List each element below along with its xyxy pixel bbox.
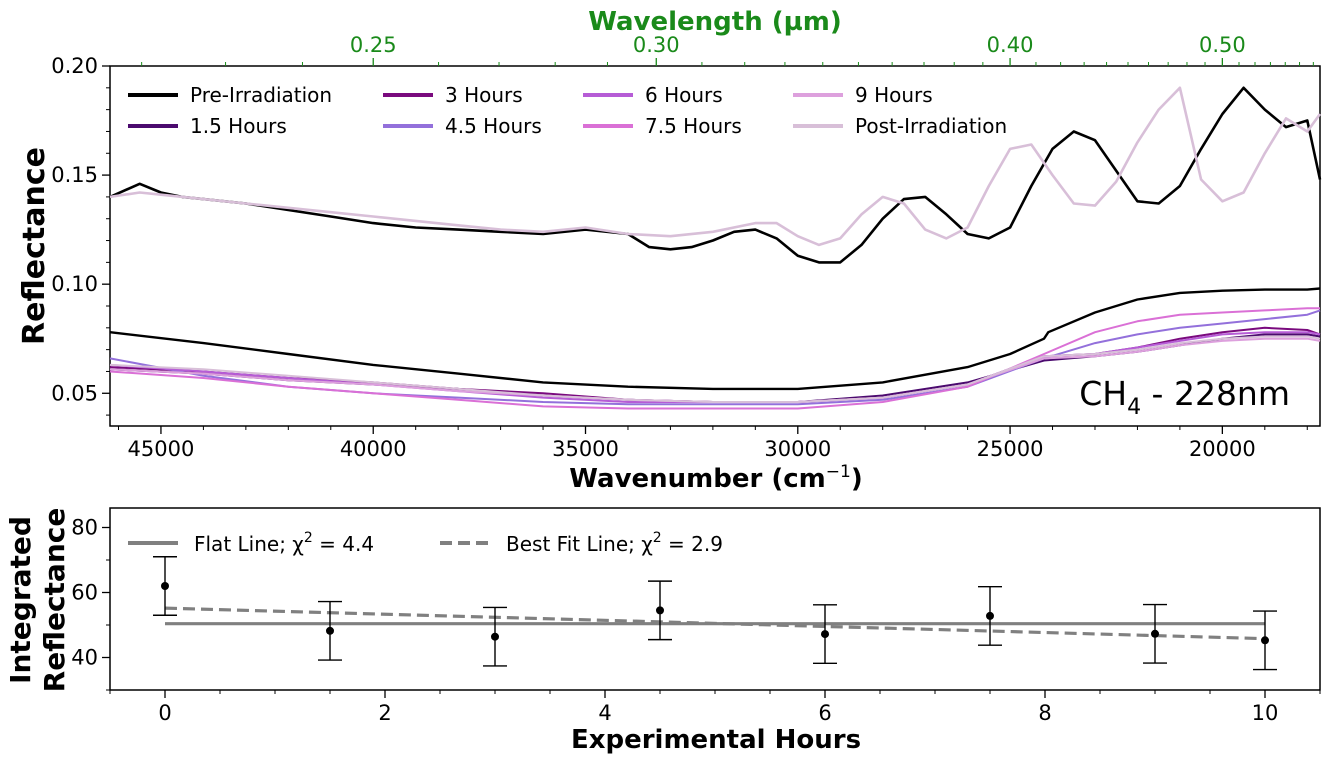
fit-lines	[164, 606, 1266, 641]
reflectance-ticks: 0.05 0.10 0.15 0.20	[51, 54, 110, 416]
wavenumber-tick-label: 20000	[1189, 437, 1256, 461]
hours-tick-label: 10	[1252, 701, 1279, 725]
hours-tick-label: 0	[158, 701, 171, 725]
hours-tick-label: 6	[818, 701, 831, 725]
curve-pre-irradiation	[109, 287, 1321, 391]
curve-7.5-hours	[109, 307, 1320, 410]
hours-tick-label: 2	[378, 701, 391, 725]
wavenumber-ticks: 45000 40000 35000 30000 25000 20000	[117, 426, 1308, 461]
legend-label: 6 Hours	[645, 83, 723, 107]
wavenumber-tick-label: 35000	[552, 437, 619, 461]
reflectance-tick-label: 0.10	[51, 272, 98, 296]
curve-1.5-hours	[109, 333, 1321, 403]
reflectance-panel: 45000 40000 35000 30000 25000 20000 0.050.100…	[17, 7, 1322, 494]
hours-ticks: 0 2 4 6 8 10	[109, 690, 1321, 725]
data-point	[821, 630, 829, 639]
fit-legend-label: Best Fit Line; χ2 = 2.9	[506, 530, 723, 556]
data-point	[491, 632, 499, 641]
wavelength-axis-label: Wavelength (µm)	[588, 7, 842, 37]
fit-legend: Flat Line; χ2 = 4.4 Best Fit Line; χ2 = 2…	[128, 530, 723, 556]
hours-tick-label: 8	[1038, 701, 1051, 725]
hours-tick-label: 4	[598, 701, 611, 725]
integrated-tick-label: 60	[71, 581, 98, 605]
data-point	[986, 611, 994, 620]
data-point	[656, 606, 664, 615]
reflectance-axis-label: Reflectance	[17, 147, 52, 345]
wavelength-ticks: 0.25 0.30 0.40 0.50	[141, 33, 1314, 66]
data-points	[153, 556, 1277, 671]
reflectance-tick-label: 0.05	[51, 381, 98, 405]
best-fit-line	[164, 606, 1266, 641]
reflectance-legend: Pre-Irradiation 1.5 Hours 3 Hours 4.5 Hours…	[128, 83, 1007, 138]
reflectance-tick-label: 0.15	[51, 163, 98, 187]
hours-axis-label: Experimental Hours	[571, 725, 861, 755]
integrated-reflectance-panel: 0 2 4 6 8 10 40 60 80 Integrated Reflectance Ex…	[4, 507, 1321, 755]
legend-label: Post-Irradiation	[855, 114, 1007, 138]
data-point	[1261, 636, 1269, 645]
sample-annotation: CH4 - 228nm	[1079, 374, 1290, 420]
curve-3-hours	[109, 326, 1321, 403]
integrated-axis-label-line2: Reflectance	[38, 508, 71, 693]
data-point	[161, 582, 169, 590]
data-point	[1151, 629, 1159, 638]
wavelength-tick-label: 0.40	[987, 33, 1034, 57]
integrated-axis-label-line1: Integrated	[4, 516, 37, 684]
wavelength-tick-label: 0.30	[633, 33, 680, 57]
wavenumber-tick-label: 45000	[128, 437, 195, 461]
legend-label: 9 Hours	[855, 83, 933, 107]
reflectance-plot-frame	[109, 65, 1321, 427]
legend-label: 1.5 Hours	[190, 114, 287, 138]
wavenumber-tick-label: 25000	[977, 437, 1044, 461]
wavelength-tick-label: 0.50	[1199, 33, 1246, 57]
wavenumber-axis-label: Wavenumber (cm−1)	[569, 462, 862, 494]
integrated-tick-label: 80	[71, 516, 98, 540]
data-point	[326, 626, 334, 635]
legend-label: 4.5 Hours	[445, 114, 542, 138]
legend-label: 3 Hours	[445, 83, 523, 107]
curve-4.5-hours	[109, 309, 1321, 406]
fit-legend-label: Flat Line; χ2 = 4.4	[194, 530, 374, 556]
legend-label: 7.5 Hours	[645, 114, 742, 138]
wavenumber-tick-label: 40000	[340, 437, 407, 461]
curve-6-hours	[109, 331, 1321, 403]
wavelength-tick-label: 0.25	[350, 33, 397, 57]
curve-pre-irradiation-offset	[109, 86, 1322, 264]
curve-post-irradiation-offset	[109, 86, 1322, 247]
reflectance-tick-label: 0.20	[51, 54, 98, 78]
wavenumber-tick-label: 30000	[764, 437, 831, 461]
reflectance-curves	[109, 86, 1322, 410]
integrated-ticks: 40 60 80	[71, 516, 110, 691]
curve-post-irradiation	[109, 335, 1321, 403]
legend-label: Pre-Irradiation	[190, 83, 332, 107]
integrated-tick-label: 40	[71, 646, 98, 670]
